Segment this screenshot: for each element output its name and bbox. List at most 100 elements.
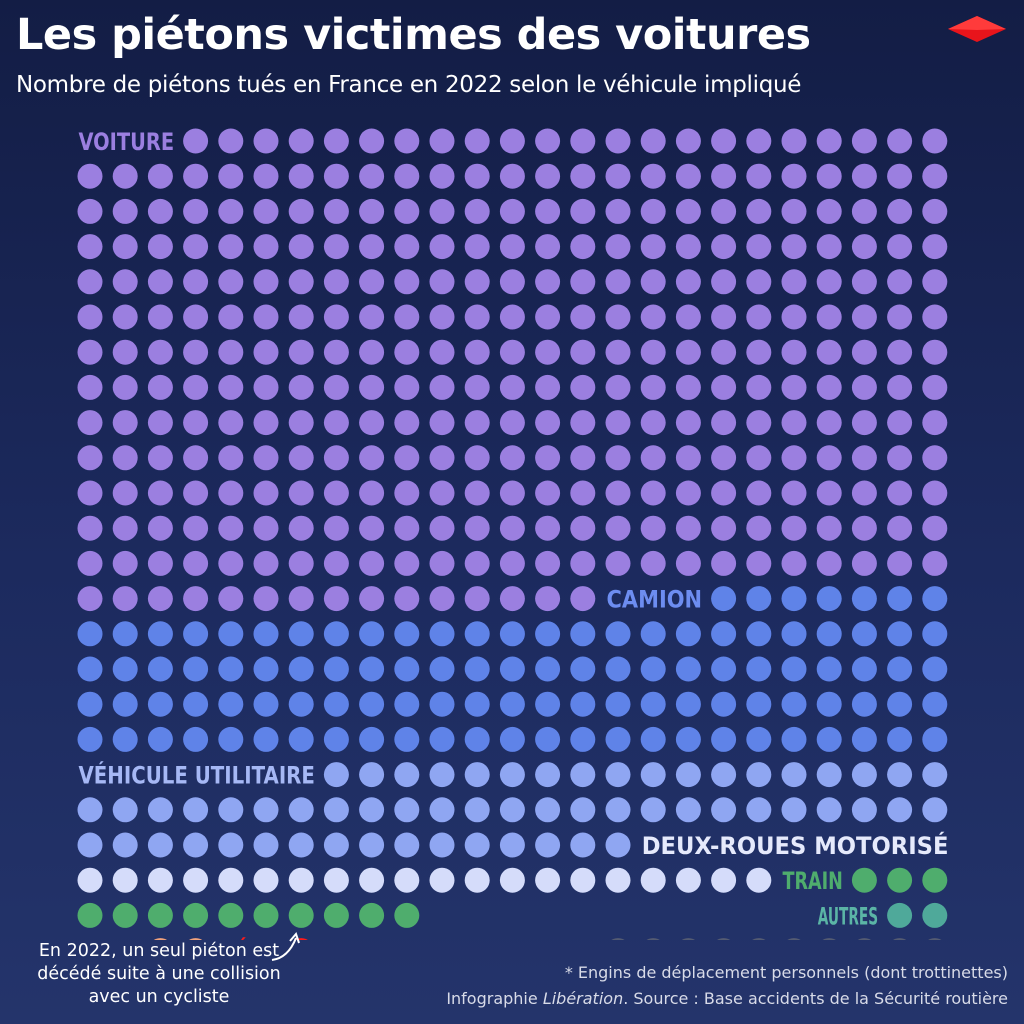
dot-utilitaire: [112, 797, 138, 823]
dot-voiture: [77, 163, 103, 189]
dot-voiture: [429, 128, 455, 154]
dot-voiture: [922, 234, 948, 260]
dot-inconnues: [822, 938, 836, 940]
dot-camion: [711, 586, 737, 612]
dot-utilitaire: [781, 762, 807, 788]
dot-voiture: [112, 586, 138, 612]
dot-camion: [675, 656, 701, 682]
dot-voiture: [922, 445, 948, 471]
dot-utilitaire: [429, 762, 455, 788]
dot-autres: [922, 902, 948, 928]
dot-voiture: [816, 198, 842, 224]
dot-voiture: [746, 550, 772, 576]
dot-camion: [746, 691, 772, 717]
dot-voiture: [605, 198, 631, 224]
dot-voiture: [359, 480, 385, 506]
dot-inconnues: [611, 938, 625, 940]
dot-voiture: [887, 269, 913, 295]
dot-voiture: [394, 163, 420, 189]
dot-voiture: [887, 128, 913, 154]
label-velo: VÉLO: [219, 937, 279, 940]
dot-voiture: [781, 304, 807, 330]
dot-camion: [711, 691, 737, 717]
dot-camion: [535, 656, 561, 682]
dot-train: [77, 902, 103, 928]
dot-voiture: [675, 269, 701, 295]
dot-voiture: [675, 198, 701, 224]
dot-voiture: [429, 480, 455, 506]
dot-voiture: [851, 480, 877, 506]
dot-voiture: [887, 550, 913, 576]
dot-voiture: [394, 128, 420, 154]
dot-camion: [394, 621, 420, 647]
dot-voiture: [147, 163, 173, 189]
dot-deux_roues: [499, 867, 525, 893]
dot-voiture: [746, 128, 772, 154]
dot-deux_roues: [535, 867, 561, 893]
dot-inconnues: [892, 938, 907, 940]
dot-voiture: [112, 374, 138, 400]
dot-voiture: [535, 198, 561, 224]
dot-camion: [499, 691, 525, 717]
dot-voiture: [816, 550, 842, 576]
dot-utilitaire: [147, 832, 173, 858]
dot-camion: [781, 726, 807, 752]
dot-inconnues: [646, 938, 660, 940]
dot-voiture: [253, 304, 279, 330]
dot-voiture: [323, 374, 349, 400]
dot-camion: [887, 726, 913, 752]
dot-voiture: [183, 234, 209, 260]
dot-voiture: [77, 339, 103, 365]
dot-autres: [887, 902, 913, 928]
dot-camion: [147, 656, 173, 682]
dot-voiture: [781, 128, 807, 154]
dot-voiture: [922, 515, 948, 541]
dot-voiture: [218, 339, 244, 365]
dot-voiture: [77, 515, 103, 541]
dot-voiture: [640, 339, 666, 365]
dot-camion: [922, 691, 948, 717]
dot-utilitaire: [887, 762, 913, 788]
dot-utilitaire: [570, 762, 596, 788]
dot-voiture: [147, 374, 173, 400]
dot-utilitaire: [429, 832, 455, 858]
dot-voiture: [746, 410, 772, 436]
dot-camion: [499, 656, 525, 682]
dot-voiture: [816, 269, 842, 295]
dot-utilitaire: [183, 832, 209, 858]
dot-camion: [851, 621, 877, 647]
dot-voiture: [359, 550, 385, 576]
dot-voiture: [359, 198, 385, 224]
dot-camion: [675, 621, 701, 647]
dot-voiture: [112, 515, 138, 541]
dot-voiture: [429, 374, 455, 400]
dot-camion: [77, 726, 103, 752]
dot-voiture: [746, 304, 772, 330]
dot-voiture: [77, 269, 103, 295]
dot-voiture: [781, 515, 807, 541]
dot-train: [112, 902, 138, 928]
dot-utilitaire: [499, 832, 525, 858]
dot-voiture: [429, 445, 455, 471]
dot-voiture: [816, 374, 842, 400]
dot-voiture: [288, 445, 314, 471]
dot-voiture: [253, 480, 279, 506]
dot-voiture: [605, 269, 631, 295]
dot-voiture: [887, 198, 913, 224]
dot-voiture: [218, 515, 244, 541]
dot-voiture: [323, 269, 349, 295]
dot-voiture: [781, 550, 807, 576]
dot-voiture: [77, 586, 103, 612]
dot-voiture: [887, 410, 913, 436]
dot-camion: [816, 586, 842, 612]
dot-voiture: [394, 480, 420, 506]
dot-utilitaire: [535, 797, 561, 823]
dot-camion: [323, 621, 349, 647]
dot-voiture: [183, 480, 209, 506]
dot-voiture: [711, 550, 737, 576]
dot-camion: [218, 726, 244, 752]
dot-utilitaire: [394, 832, 420, 858]
dot-voiture: [675, 410, 701, 436]
dot-camion: [922, 656, 948, 682]
dot-voiture: [253, 128, 279, 154]
